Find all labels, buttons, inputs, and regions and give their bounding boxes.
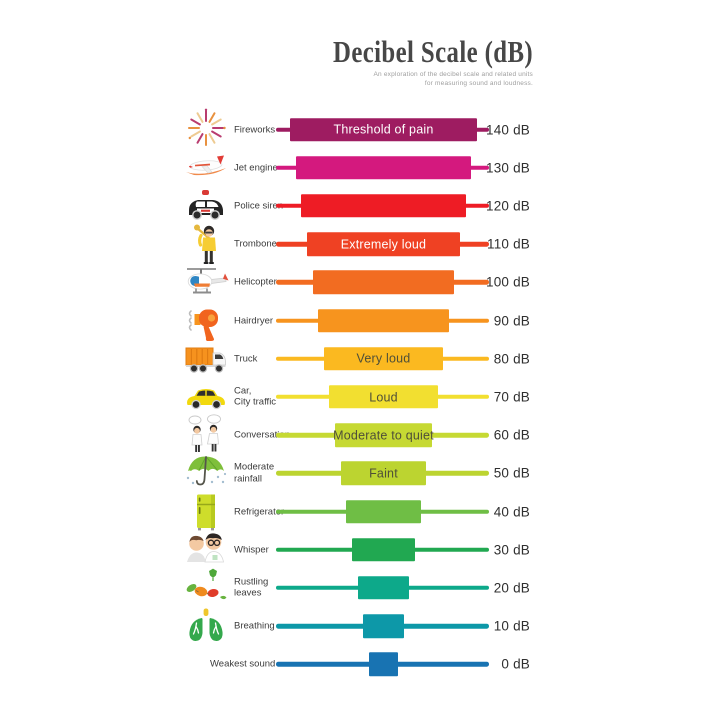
whisper-icon	[181, 527, 231, 573]
autumn-leaves-icon	[181, 565, 231, 611]
refrigerator-icon	[181, 489, 231, 535]
row-source-label: Hairdryer	[234, 314, 274, 326]
subtitle-line-2: for measuring sound and loudness.	[424, 79, 533, 87]
db-value: 0 dB	[501, 656, 530, 672]
bar-loudness-label: Faint	[369, 466, 398, 481]
page-title: Decibel Scale (dB)	[332, 34, 533, 69]
row-source-label: Jet engine	[234, 161, 278, 173]
row-source-label: Fireworks	[234, 123, 276, 135]
db-value: 80 dB	[493, 351, 530, 367]
db-bar	[318, 308, 449, 333]
db-value: 20 dB	[493, 580, 530, 596]
row-source-label: Whisper	[234, 543, 269, 555]
scale-row: Trombone Extremely loud 110 dB	[0, 224, 720, 265]
scale-row: Conversation Moderate to quiet 60 dB	[0, 414, 720, 454]
truck-icon	[181, 336, 231, 382]
scale-row: Police siren 120 dB	[0, 187, 720, 225]
row-source-label: Helicopter	[234, 276, 277, 288]
subtitle-line-1: An exploration of the decibel scale and …	[373, 71, 533, 78]
scale-row: Refrigerator 40 dB	[0, 493, 720, 531]
scale-row: Rustling leaves 20 dB	[0, 568, 720, 607]
db-bar: Threshold of pain	[289, 117, 478, 142]
db-value: 30 dB	[493, 542, 530, 558]
scale-row: Breathing 10 dB	[0, 607, 720, 645]
db-value: 70 dB	[493, 389, 530, 405]
db-bar: Moderate to quiet	[333, 423, 434, 447]
scale-row: Car, City traffic Loud 70 dB	[0, 378, 720, 416]
db-value: 60 dB	[493, 427, 530, 443]
row-source-label: Trombone	[234, 238, 277, 250]
bar-loudness-label: Moderate to quiet	[333, 428, 434, 443]
subtitle: An exploration of the decibel scale and …	[374, 71, 533, 88]
scale-row: Helicopter 100 dB	[0, 263, 720, 301]
db-value: 140 dB	[486, 122, 530, 137]
db-bar	[369, 652, 398, 677]
row-source-label: Breathing	[234, 620, 275, 632]
police-car-icon	[181, 183, 231, 229]
trombone-player-icon	[181, 221, 231, 267]
bar-loudness-label: Very loud	[356, 351, 411, 366]
db-bar: Extremely loud	[306, 232, 461, 256]
db-value: 10 dB	[493, 618, 530, 634]
conversation-icon	[181, 412, 231, 458]
db-bar: Very loud	[323, 346, 444, 371]
row-source-label: Weakest sound	[210, 658, 276, 670]
row-source-label: Truck	[234, 352, 258, 364]
fireworks-icon	[181, 107, 231, 153]
row-source-label: Police siren	[234, 200, 284, 212]
hairdryer-icon	[181, 298, 231, 344]
db-bar	[357, 576, 410, 600]
db-value: 40 dB	[493, 504, 530, 519]
row-source-label: Conversation	[234, 429, 290, 441]
db-value: 100 dB	[486, 274, 530, 290]
umbrella-icon	[181, 450, 231, 496]
lungs-icon	[181, 603, 231, 649]
db-value: 130 dB	[486, 160, 530, 176]
db-bar: Loud	[329, 385, 438, 409]
scale-row: Moderate rainfall Faint 50 dB	[0, 454, 720, 492]
db-value: 90 dB	[493, 313, 530, 328]
jet-plane-icon	[181, 145, 231, 191]
row-source-label: Rustling leaves	[234, 576, 269, 599]
bar-loudness-label: Threshold of pain	[333, 122, 434, 137]
db-bar	[312, 270, 455, 295]
row-source-label: Car, City traffic	[234, 385, 277, 408]
scale-row: Jet engine 130 dB	[0, 149, 720, 187]
db-bar	[301, 194, 466, 218]
db-bar: Faint	[340, 461, 427, 486]
db-value: 50 dB	[493, 465, 530, 481]
scale-row: Fireworks Threshold of pain 140 dB	[0, 108, 720, 149]
bar-loudness-label: Loud	[369, 389, 398, 404]
scale-row: Hairdryer 90 dB	[0, 302, 720, 341]
db-bar	[352, 537, 415, 562]
bar-loudness-label: Extremely loud	[340, 237, 427, 252]
car-icon	[181, 374, 231, 420]
scale-row: Weakest sound 0 dB	[0, 645, 720, 683]
db-bar	[295, 155, 472, 180]
db-bar	[363, 614, 404, 638]
helicopter-icon	[181, 259, 231, 305]
scale-row: Whisper 30 dB	[0, 531, 720, 569]
db-bar	[346, 499, 421, 524]
db-value: 110 dB	[487, 236, 530, 252]
row-source-label: Moderate rainfall	[234, 461, 275, 485]
row-source-label: Refrigerator	[234, 505, 285, 517]
scale-row: Truck Very loud 80 dB	[0, 340, 720, 378]
db-value: 120 dB	[486, 198, 530, 214]
